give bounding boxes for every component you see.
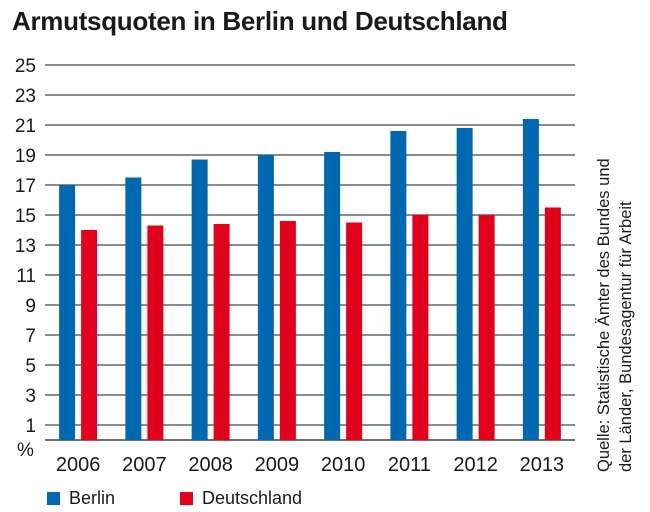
y-tick-label-3: 3	[25, 386, 36, 407]
legend-swatch-deutschland	[180, 492, 193, 505]
y-tick-label-25: 25	[15, 56, 36, 77]
bar-deutschland-2010	[346, 222, 363, 440]
x-tick-label-2011: 2011	[388, 454, 431, 476]
chart-title: Armutsquoten in Berlin und Deutschland	[12, 6, 508, 36]
x-tick-label-2012: 2012	[453, 454, 498, 476]
bar-deutschland-2011	[412, 215, 429, 440]
gridlines	[45, 64, 575, 441]
y-tick-label-9: 9	[25, 296, 36, 317]
y-tick-label-19: 19	[15, 146, 36, 167]
bar-deutschland-2008	[213, 224, 230, 440]
bar-deutschland-2013	[544, 207, 561, 440]
bars	[59, 119, 561, 440]
legend: Berlin Deutschland	[47, 488, 302, 509]
x-tick-label-2007: 2007	[122, 454, 167, 476]
legend-item-berlin: Berlin	[47, 488, 180, 509]
x-tick-label-2013: 2013	[520, 454, 565, 476]
y-tick-label-23: 23	[15, 86, 36, 107]
y-tick-label-13: 13	[15, 236, 36, 257]
source-line-2: der Länder, Bundesagentur für Arbeit	[617, 201, 635, 472]
y-tick-label-7: 7	[25, 326, 36, 347]
legend-swatch-berlin	[47, 492, 60, 505]
legend-label-berlin: Berlin	[69, 488, 116, 508]
bar-deutschland-2006	[81, 230, 98, 440]
x-tick-label-2009: 2009	[255, 454, 300, 476]
bar-berlin-2012	[456, 128, 473, 440]
x-tick-label-2006: 2006	[56, 454, 101, 476]
bar-deutschland-2009	[279, 221, 296, 440]
bar-berlin-2013	[522, 119, 539, 440]
x-axis-tick-labels: 2006 2007 2008 2009 2010 2011 2012 2013	[56, 454, 564, 476]
y-tick-label-11: 11	[16, 266, 36, 287]
legend-label-deutschland: Deutschland	[202, 488, 303, 508]
source-line-1: Quelle: Statistische Ämter des Bundes un…	[595, 158, 613, 472]
source-note: Quelle: Statistische Ämter des Bundes un…	[595, 158, 635, 472]
y-tick-label-17: 17	[15, 176, 36, 197]
bar-berlin-2007	[125, 177, 142, 440]
x-tick-label-2008: 2008	[188, 454, 233, 476]
bar-berlin-2008	[191, 159, 208, 440]
y-tick-label-5: 5	[25, 356, 36, 377]
bar-deutschland-2007	[147, 225, 164, 440]
y-axis-unit-label: %	[17, 440, 34, 461]
bar-berlin-2010	[324, 152, 341, 440]
bar-berlin-2011	[390, 131, 407, 440]
bar-berlin-2006	[59, 185, 76, 440]
legend-item-deutschland: Deutschland	[180, 488, 302, 509]
bar-deutschland-2012	[478, 215, 495, 440]
x-tick-label-2010: 2010	[321, 454, 366, 476]
y-tick-label-21: 21	[15, 116, 36, 137]
bar-berlin-2009	[257, 155, 274, 440]
y-tick-label-1: 1	[25, 416, 36, 437]
y-tick-label-15: 15	[15, 206, 36, 227]
